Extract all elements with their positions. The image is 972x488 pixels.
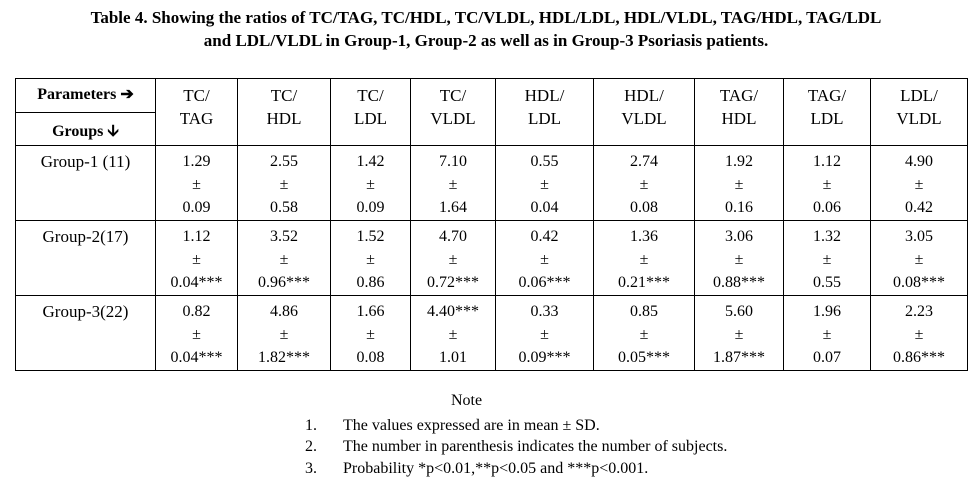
table-cell: 2.23 ±0.86***	[870, 295, 968, 371]
caption-line-1: Table 4. Showing the ratios of TC/TAG, T…	[90, 8, 882, 27]
note-item-text: Probability *p<0.01,**p<0.05 and ***p<0.…	[343, 460, 649, 477]
table-cell: 1.96 ±0.07	[783, 295, 871, 371]
table-caption: Table 4. Showing the ratios of TC/TAG, T…	[0, 6, 972, 52]
parameters-label: Parameters ➔	[37, 86, 134, 103]
note-item-number: 2.	[305, 438, 317, 455]
table-row: Group-2(17) 1.12 ±0.04*** 3.52 ±0.96*** 1.…	[15, 220, 968, 296]
table-cell: 4.70 ±0.72***	[410, 220, 496, 296]
table-cell: 4.40*** ±1.01	[410, 295, 496, 371]
table-cell: 4.86 ±1.82***	[237, 295, 331, 371]
note-item-number: 1.	[305, 417, 317, 434]
table-cell: 0.85 ±0.05***	[593, 295, 695, 371]
table-cell: 0.42 ±0.06***	[495, 220, 594, 296]
table-cell: 3.05 ±0.08***	[870, 220, 968, 296]
table-cell: 2.55 ±0.58	[237, 145, 331, 221]
column-header: TC/HDL	[237, 78, 331, 146]
header-row: Parameters ➔ Groups 🡫 TC/TAG TC/HDL TC/L…	[15, 78, 968, 146]
table-cell: 0.33 ±0.09***	[495, 295, 594, 371]
group-label: Group-3(22)	[15, 295, 156, 371]
table-cell: 0.82 ±0.04***	[155, 295, 238, 371]
table-cell: 2.74 ±0.08	[593, 145, 695, 221]
note-title: Note	[451, 392, 483, 409]
table-cell: 1.12 ±0.04***	[155, 220, 238, 296]
table-row: Group-1 (11) 1.29 ±0.09 2.55 ±0.58 1.42 ±0.…	[15, 145, 968, 221]
table-cell: 1.42 ±0.09	[330, 145, 411, 221]
column-header: TC/VLDL	[410, 78, 496, 146]
column-header: LDL/VLDL	[870, 78, 968, 146]
table-cell: 4.90 ±0.42	[870, 145, 968, 221]
column-header: TAG/LDL	[783, 78, 871, 146]
group-label: Group-1 (11)	[15, 145, 156, 221]
caption-line-2: and LDL/VLDL in Group-1, Group-2 as well…	[203, 31, 769, 50]
table-cell: 3.06 ±0.88***	[694, 220, 784, 296]
column-header: HDL/LDL	[495, 78, 594, 146]
note-item: 3. Probability *p<0.01,**p<0.05 and ***p<…	[305, 460, 648, 478]
ratios-table: Parameters ➔ Groups 🡫 TC/TAG TC/HDL TC/L…	[15, 78, 968, 371]
group-label: Group-2(17)	[15, 220, 156, 296]
groups-label: Groups 🡫	[52, 123, 119, 140]
note-item-text: The number in parenthesis indicates the …	[343, 438, 728, 455]
table-cell: 1.66 ±0.08	[330, 295, 411, 371]
note-item: 2. The number in parenthesis indicates th…	[305, 438, 727, 456]
table-cell: 0.55 ±0.04	[495, 145, 594, 221]
table-cell: 1.52 ±0.86	[330, 220, 411, 296]
table-cell: 1.92 ±0.16	[694, 145, 784, 221]
table-cell: 1.36 ±0.21***	[593, 220, 695, 296]
table-cell: 1.29 ±0.09	[155, 145, 238, 221]
table-cell: 7.10 ±1.64	[410, 145, 496, 221]
note-item: 1. The values expressed are in mean ± SD.	[305, 417, 600, 435]
table-cell: 1.32 ±0.55	[783, 220, 871, 296]
note-item-number: 3.	[305, 460, 317, 477]
corner-divider	[16, 112, 155, 113]
column-header: TAG/HDL	[694, 78, 784, 146]
column-header: TC/TAG	[155, 78, 238, 146]
column-header: HDL/VLDL	[593, 78, 695, 146]
table-cell: 5.60 ±1.87***	[694, 295, 784, 371]
column-header: TC/LDL	[330, 78, 411, 146]
table-cell: 3.52 ±0.96***	[237, 220, 331, 296]
table-cell: 1.12 ±0.06	[783, 145, 871, 221]
table-row: Group-3(22) 0.82 ±0.04*** 4.86 ±1.82*** 1.…	[15, 295, 968, 371]
corner-cell: Parameters ➔ Groups 🡫	[15, 78, 156, 146]
note-item-text: The values expressed are in mean ± SD.	[343, 417, 600, 434]
